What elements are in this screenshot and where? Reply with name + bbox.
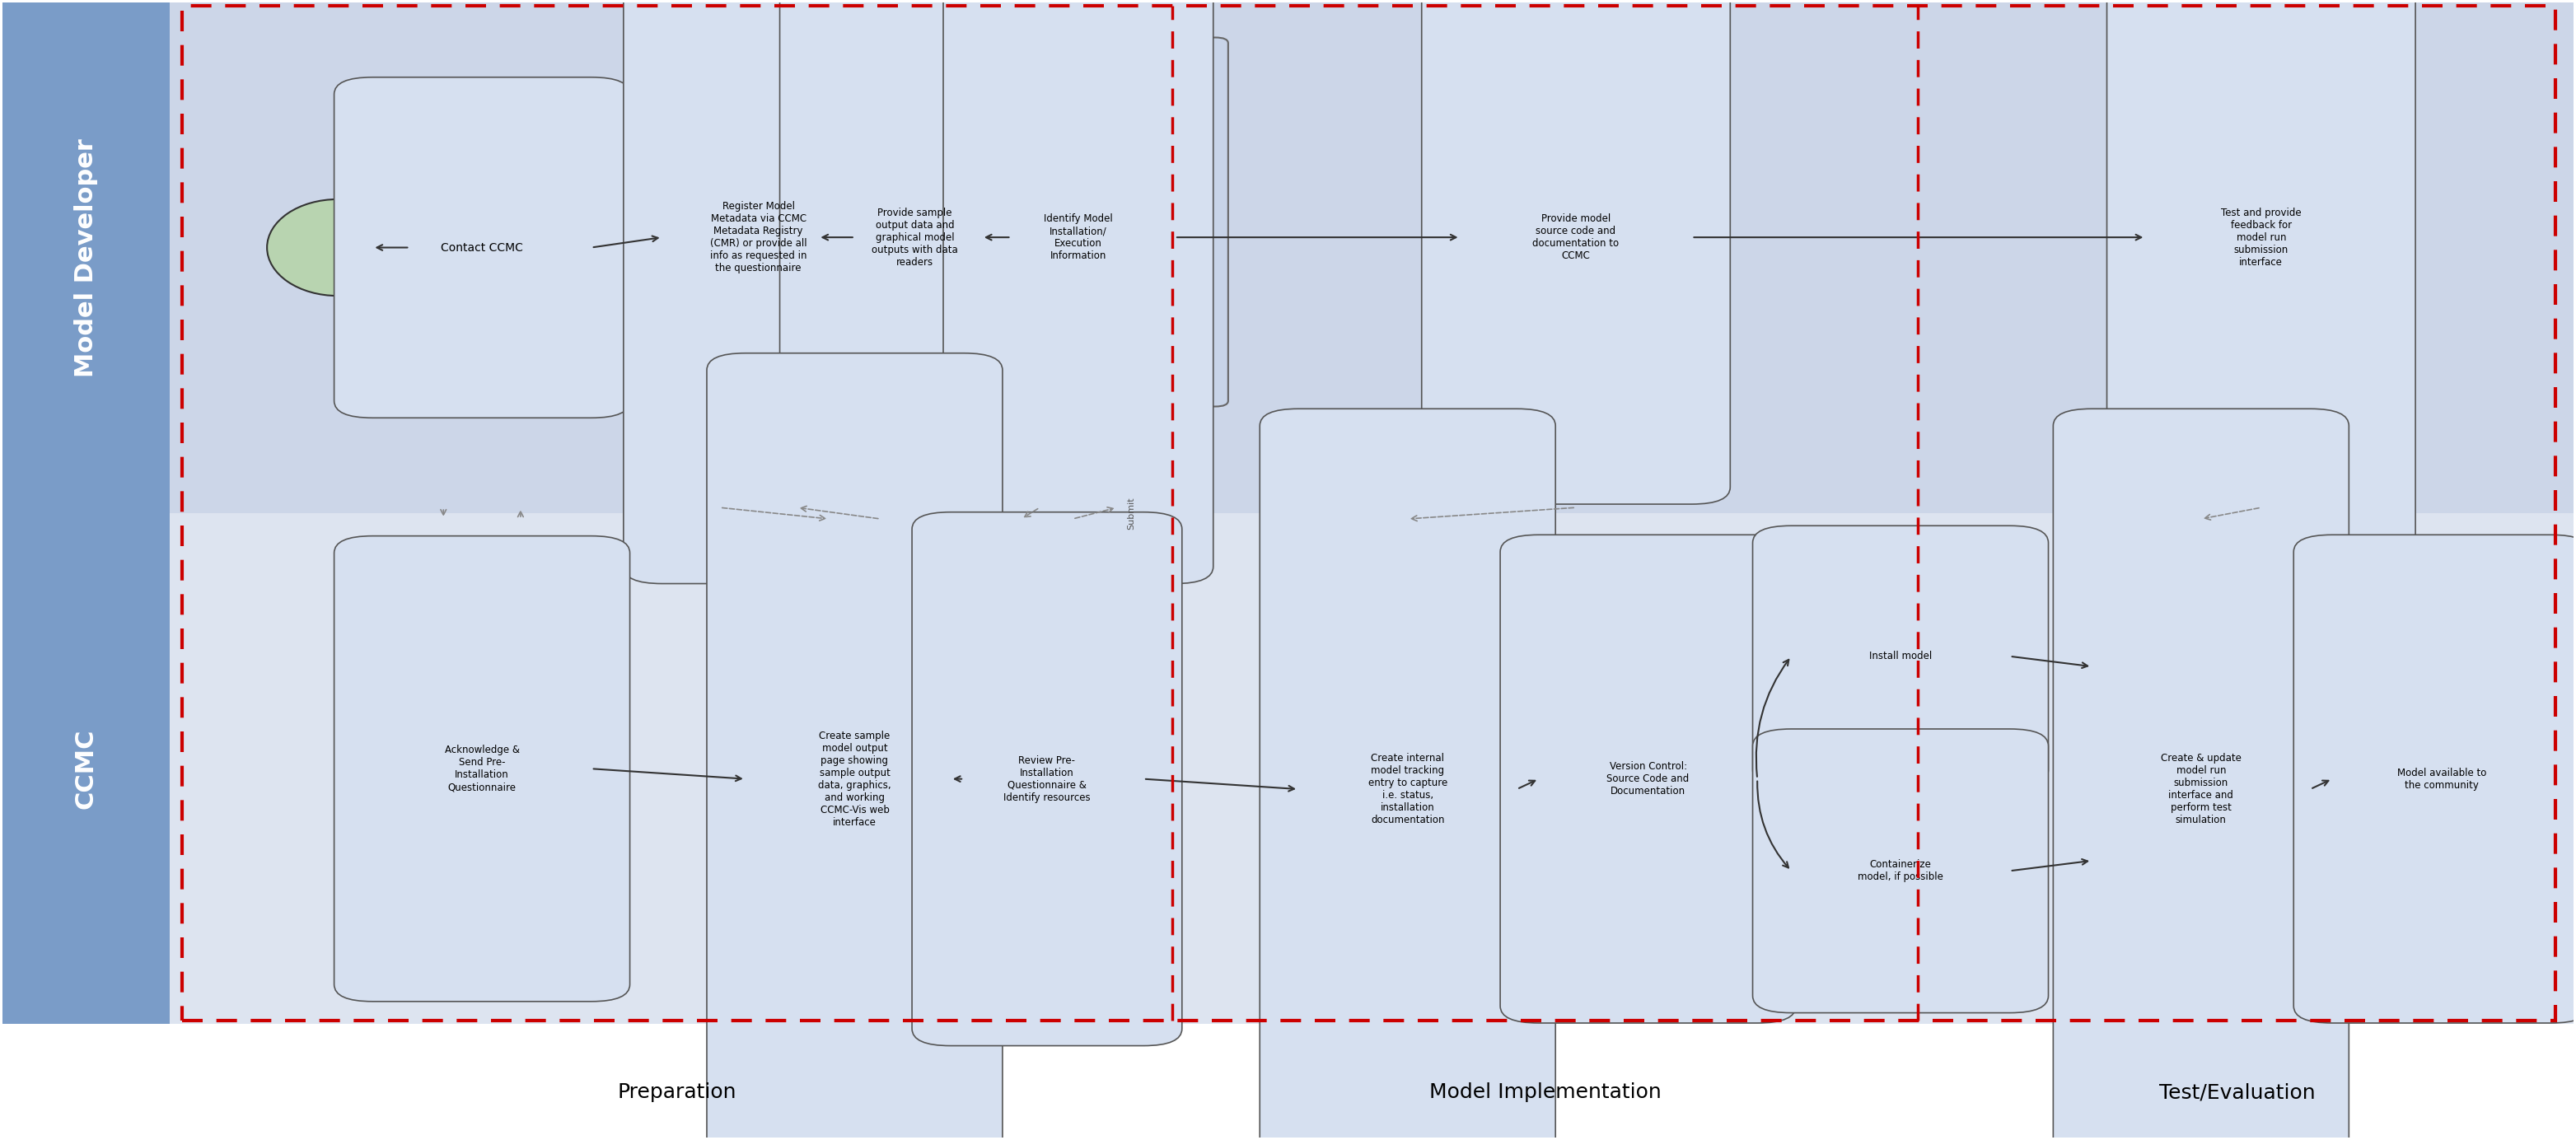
Text: Model Implementation: Model Implementation — [1430, 1082, 1662, 1102]
FancyBboxPatch shape — [943, 0, 1213, 584]
Text: Model available to
the community: Model available to the community — [2396, 767, 2486, 790]
FancyBboxPatch shape — [1499, 535, 1795, 1023]
Text: Create & update
model run
submission
interface and
perform test
simulation: Create & update model run submission int… — [2161, 752, 2241, 825]
Text: Test/Evaluation: Test/Evaluation — [2159, 1082, 2316, 1102]
FancyBboxPatch shape — [170, 513, 2573, 1024]
FancyBboxPatch shape — [335, 536, 631, 1001]
Text: Test and provide
feedback for
model run
submission
interface: Test and provide feedback for model run … — [2221, 207, 2300, 268]
FancyBboxPatch shape — [1752, 526, 2048, 787]
FancyBboxPatch shape — [335, 78, 631, 418]
FancyBboxPatch shape — [1422, 0, 1731, 504]
Text: Install model: Install model — [1870, 651, 1932, 661]
Text: Identify Model
Installation/
Execution
Information: Identify Model Installation/ Execution I… — [1043, 213, 1113, 261]
Text: Preparation: Preparation — [618, 1082, 737, 1102]
FancyBboxPatch shape — [1260, 409, 1556, 1140]
FancyBboxPatch shape — [3, 513, 170, 1024]
FancyBboxPatch shape — [623, 0, 894, 584]
FancyBboxPatch shape — [781, 0, 1051, 584]
Text: Provide sample
output data and
graphical model
outputs with data
readers: Provide sample output data and graphical… — [871, 207, 958, 268]
Text: Model Developer: Model Developer — [75, 138, 98, 377]
Text: Create internal
model tracking
entry to capture
i.e. status,
installation
docume: Create internal model tracking entry to … — [1368, 752, 1448, 825]
Text: Create sample
model output
page showing
sample output
data, graphics,
and workin: Create sample model output page showing … — [819, 731, 891, 828]
Text: Submit: Submit — [1128, 497, 1136, 530]
Text: Contact CCMC: Contact CCMC — [440, 242, 523, 253]
FancyBboxPatch shape — [1752, 728, 2048, 1012]
Text: Acknowledge &
Send Pre-
Installation
Questionnaire: Acknowledge & Send Pre- Installation Que… — [446, 744, 520, 792]
FancyBboxPatch shape — [2293, 535, 2576, 1023]
FancyBboxPatch shape — [2107, 0, 2416, 584]
Text: Register Model
Metadata via CCMC
Metadata Registry
(CMR) or provide all
info as : Register Model Metadata via CCMC Metadat… — [711, 201, 806, 274]
Text: Provide model
source code and
documentation to
CCMC: Provide model source code and documentat… — [1533, 213, 1620, 261]
Text: CCMC: CCMC — [75, 728, 98, 809]
Text: Containerize
model, if possible: Containerize model, if possible — [1857, 860, 1942, 882]
Text: Version Control:
Source Code and
Documentation: Version Control: Source Code and Documen… — [1607, 762, 1690, 797]
FancyBboxPatch shape — [649, 38, 1229, 407]
Ellipse shape — [268, 199, 410, 295]
FancyBboxPatch shape — [2053, 409, 2349, 1140]
FancyBboxPatch shape — [912, 512, 1182, 1045]
FancyBboxPatch shape — [3, 2, 170, 513]
FancyBboxPatch shape — [170, 2, 2573, 513]
Text: Review Pre-
Installation
Questionnaire &
Identify resources: Review Pre- Installation Questionnaire &… — [1005, 755, 1090, 803]
FancyBboxPatch shape — [706, 353, 1002, 1140]
